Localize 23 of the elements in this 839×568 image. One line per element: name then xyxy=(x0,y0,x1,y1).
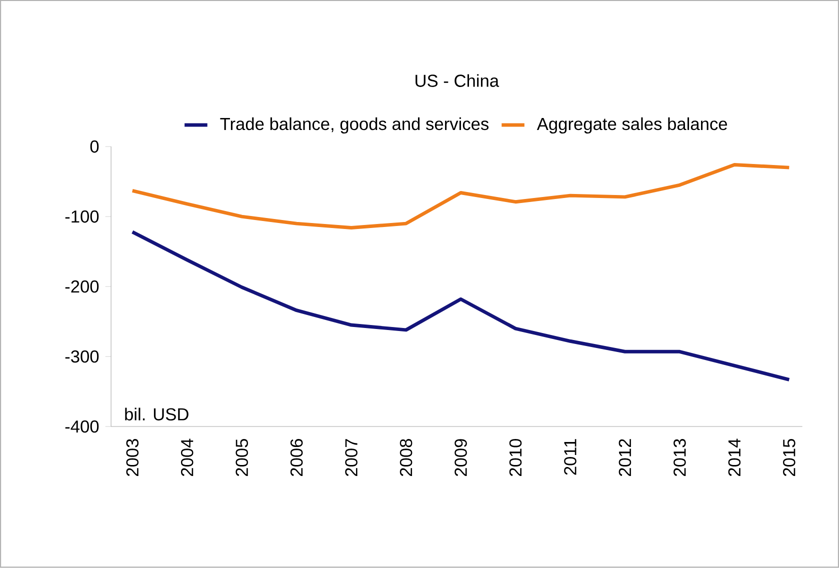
chart-title: US - China xyxy=(416,74,500,88)
y-tick-label: 0 xyxy=(90,140,99,153)
x-tick-label: 2008 xyxy=(400,439,412,476)
x-tick-label: 2004 xyxy=(180,438,194,476)
annotation: bil. USD xyxy=(125,408,188,421)
x-tick-label: 2010 xyxy=(509,439,522,476)
x-tick-label: 2006 xyxy=(290,439,303,476)
x-tick-label: 2014 xyxy=(728,438,741,476)
legend-label: Aggregate sales balance xyxy=(536,118,728,134)
x-tick-label: 2015 xyxy=(783,439,796,476)
x-tick-label: 2013 xyxy=(674,439,686,476)
line-series xyxy=(130,163,791,230)
x-tick-label: 2007 xyxy=(345,439,358,476)
legend-label: Trade balance, goods and services xyxy=(220,118,489,134)
y-tick-label: -400 xyxy=(65,420,99,433)
x-tick-label: 2003 xyxy=(126,439,139,476)
x-tick-label: 2009 xyxy=(454,439,467,476)
y-tick-label: -300 xyxy=(65,350,99,363)
y-tick-label: -200 xyxy=(65,280,99,293)
x-tick-label: 2005 xyxy=(236,439,248,476)
x-tick-label: 2012 xyxy=(618,439,632,476)
x-tick-label: 2011 xyxy=(564,439,576,475)
y-tick-label: -100 xyxy=(65,210,99,223)
